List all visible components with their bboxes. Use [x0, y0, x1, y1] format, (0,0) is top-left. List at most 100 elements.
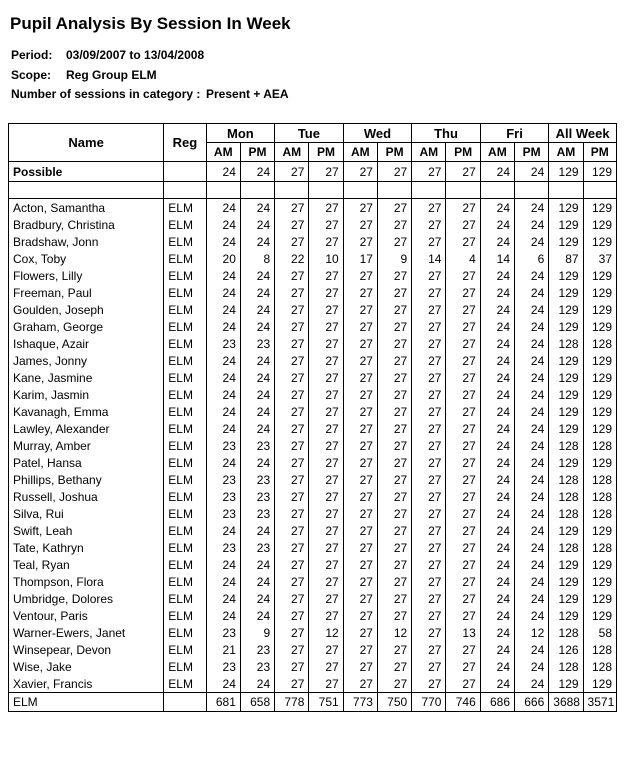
session-count-cell: 27 — [411, 658, 447, 675]
day-header-thu: Thu — [411, 123, 481, 143]
session-count-cell — [376, 181, 413, 199]
session-count-cell: 24 — [205, 556, 241, 573]
session-count-cell: 17 — [342, 250, 378, 267]
session-count-cell: 27 — [308, 369, 344, 386]
session-count-cell — [342, 181, 378, 199]
reg-cell: ELM — [163, 284, 207, 301]
session-count-cell: 27 — [445, 301, 481, 318]
session-count-cell: 23 — [239, 335, 276, 352]
session-count-cell: 27 — [274, 607, 310, 624]
session-count-cell: 24 — [479, 386, 516, 403]
reg-cell: ELM — [163, 505, 207, 522]
session-count-cell: 24 — [514, 301, 550, 318]
session-count-cell: 128 — [582, 488, 618, 505]
session-count-cell: 27 — [308, 161, 344, 182]
table-row: Umbridge, Dolores ELM 24 24 27 27 27 27 27 27 24 24… — [7, 590, 618, 607]
session-count-cell: 666 — [514, 692, 550, 712]
session-count-cell: 27 — [274, 437, 310, 454]
session-count-cell: 27 — [376, 403, 413, 420]
session-count-cell: 27 — [342, 607, 378, 624]
session-count-cell: 24 — [205, 161, 241, 182]
session-count-cell: 24 — [479, 437, 516, 454]
session-count-cell: 27 — [376, 161, 413, 182]
session-count-cell: 27 — [411, 335, 447, 352]
table-row: Karim, Jasmin ELM 24 24 27 27 27 27 27 27 24 24 129 1… — [7, 386, 618, 403]
table-row: Silva, Rui ELM 23 23 27 27 27 27 27 27 24 24 128 128 — [7, 505, 618, 522]
session-count-cell: 27 — [274, 335, 310, 352]
table-row: Kavanagh, Emma ELM 24 24 27 27 27 27 27 27 24 24 129… — [7, 403, 618, 420]
session-count-cell: 27 — [376, 335, 413, 352]
session-count-cell: 129 — [548, 369, 584, 386]
session-count-cell: 129 — [582, 522, 618, 539]
session-count-cell: 24 — [239, 590, 276, 607]
day-header-mon: Mon — [205, 123, 276, 143]
table-row: Warner-Ewers, Janet ELM 23 9 27 12 27 12 27 13 24 1… — [7, 624, 618, 641]
session-count-cell: 27 — [308, 522, 344, 539]
table-row: Phillips, Bethany ELM 23 23 27 27 27 27 27 27 24 24… — [7, 471, 618, 488]
session-count-cell: 129 — [548, 573, 584, 590]
session-count-cell: 128 — [582, 641, 618, 658]
reg-cell: ELM — [163, 318, 207, 335]
reg-header: Reg — [163, 123, 207, 162]
session-count-cell: 129 — [582, 352, 618, 369]
session-count-cell: 128 — [582, 471, 618, 488]
session-count-cell: 27 — [411, 624, 447, 641]
session-count-cell: 27 — [445, 539, 481, 556]
session-count-cell: 23 — [239, 505, 276, 522]
session-count-cell: 24 — [205, 352, 241, 369]
category-label: Number of sessions in category : — [11, 87, 201, 101]
session-count-cell: 24 — [239, 454, 276, 471]
session-count-cell: 27 — [411, 233, 447, 250]
session-count-cell: 24 — [479, 403, 516, 420]
session-count-cell: 24 — [239, 522, 276, 539]
session-count-cell: 24 — [205, 454, 241, 471]
session-count-cell: 24 — [239, 216, 276, 233]
total-row: ELM 681 658 778 751 773 750 770 746 686 666 3688 357… — [7, 692, 618, 712]
session-count-cell: 27 — [274, 454, 310, 471]
session-count-cell: 27 — [411, 352, 447, 369]
report-title: Pupil Analysis By Session In Week — [10, 14, 291, 33]
session-count-cell: 27 — [376, 505, 413, 522]
session-count-cell: 24 — [239, 284, 276, 301]
session-count-cell: 27 — [445, 573, 481, 590]
session-count-cell: 24 — [514, 335, 550, 352]
session-count-cell: 24 — [205, 675, 241, 693]
session-count-cell: 24 — [479, 233, 516, 250]
pupil-name-cell: Graham, George — [7, 318, 165, 335]
session-count-cell: 24 — [514, 216, 550, 233]
session-count-cell — [274, 181, 310, 199]
session-count-cell: 27 — [376, 522, 413, 539]
session-count-cell: 27 — [445, 161, 481, 182]
session-count-cell: 128 — [548, 658, 584, 675]
session-count-cell: 12 — [308, 624, 344, 641]
session-count-cell: 27 — [445, 198, 481, 216]
session-count-cell: 27 — [342, 318, 378, 335]
reg-cell: ELM — [163, 488, 207, 505]
session-count-cell: 24 — [479, 471, 516, 488]
session-count-cell: 27 — [411, 420, 447, 437]
session-count-cell: 129 — [582, 233, 618, 250]
session-count-cell: 24 — [205, 573, 241, 590]
reg-cell: ELM — [163, 386, 207, 403]
reg-cell: ELM — [163, 658, 207, 675]
session-count-cell: 27 — [376, 539, 413, 556]
pupil-name-cell: Wise, Jake — [7, 658, 165, 675]
session-count-cell: 129 — [548, 556, 584, 573]
session-count-cell: 129 — [582, 420, 618, 437]
session-count-cell: 24 — [514, 488, 550, 505]
session-count-cell: 27 — [308, 539, 344, 556]
session-count-cell: 24 — [239, 403, 276, 420]
session-count-cell: 23 — [205, 488, 241, 505]
session-count-cell: 27 — [308, 675, 344, 693]
session-count-cell: 27 — [342, 454, 378, 471]
reg-cell: ELM — [163, 233, 207, 250]
session-count-cell: 27 — [376, 267, 413, 284]
session-count-cell: 27 — [445, 658, 481, 675]
session-count-cell: 24 — [479, 216, 516, 233]
scope-value: Reg Group ELM — [66, 68, 157, 82]
session-count-cell: 27 — [342, 420, 378, 437]
session-count-cell: 128 — [548, 335, 584, 352]
session-count-cell: 27 — [445, 216, 481, 233]
table-row: Swift, Leah ELM 24 24 27 27 27 27 27 27 24 24 129 129 — [7, 522, 618, 539]
session-count-cell: 27 — [376, 318, 413, 335]
